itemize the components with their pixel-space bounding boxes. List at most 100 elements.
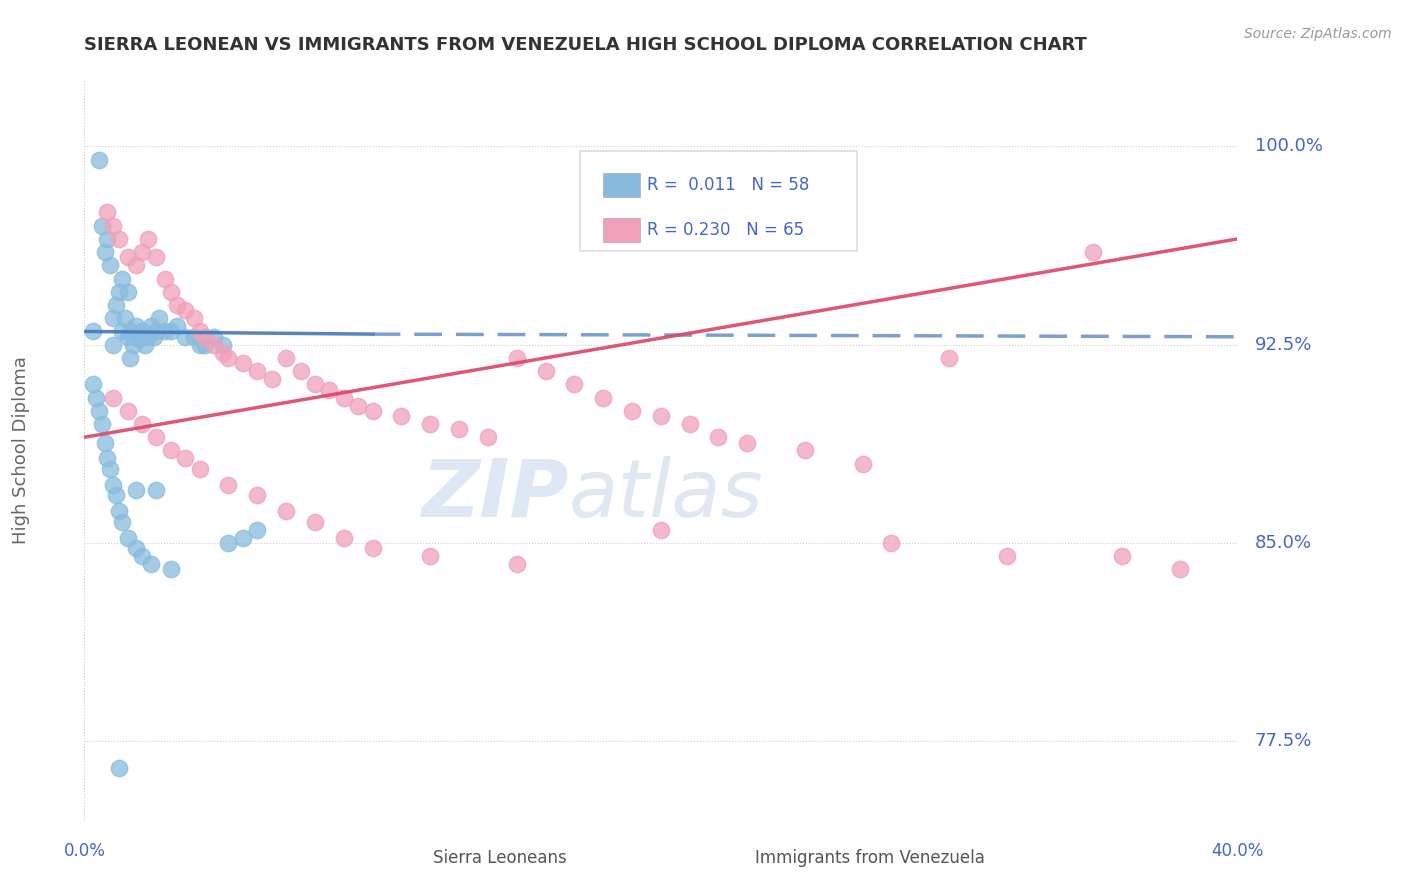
Point <box>93 435 115 450</box>
Text: 92.5%: 92.5% <box>1254 335 1312 354</box>
Point <box>1111 549 1133 564</box>
Point <box>506 351 529 365</box>
Point <box>117 285 139 299</box>
Point <box>361 404 384 418</box>
Point <box>166 319 188 334</box>
Point <box>218 536 240 550</box>
Point <box>194 337 217 351</box>
Text: atlas: atlas <box>568 456 763 534</box>
Point <box>679 417 702 431</box>
Point <box>506 557 529 571</box>
Point <box>160 325 183 339</box>
Text: Immigrants from Venezuela: Immigrants from Venezuela <box>755 848 986 867</box>
Text: R = 0.230   N = 65: R = 0.230 N = 65 <box>647 221 804 239</box>
Point <box>131 417 153 431</box>
Point <box>117 330 139 344</box>
Point <box>136 330 159 344</box>
Point <box>794 443 817 458</box>
Point <box>105 488 128 502</box>
Point <box>880 536 903 550</box>
Point <box>707 430 730 444</box>
Point <box>232 356 254 370</box>
Point <box>108 761 131 775</box>
Text: ZIP: ZIP <box>422 456 568 534</box>
Point <box>361 541 384 556</box>
Point <box>188 337 211 351</box>
Point <box>333 391 356 405</box>
Point <box>93 245 115 260</box>
Point <box>145 325 167 339</box>
Point <box>938 351 960 365</box>
Point <box>1168 562 1191 576</box>
Point <box>125 319 148 334</box>
Point <box>246 488 269 502</box>
Point <box>120 325 142 339</box>
Point <box>82 377 104 392</box>
Point <box>108 285 131 299</box>
Point <box>194 330 217 344</box>
Point <box>82 325 104 339</box>
FancyBboxPatch shape <box>603 173 640 196</box>
Point <box>139 557 162 571</box>
Point <box>111 515 134 529</box>
Point <box>96 232 118 246</box>
Text: R =  0.011   N = 58: R = 0.011 N = 58 <box>647 176 810 194</box>
FancyBboxPatch shape <box>399 849 429 868</box>
Point <box>145 430 167 444</box>
Point <box>592 391 614 405</box>
Point <box>218 351 240 365</box>
Point <box>117 531 139 545</box>
Point <box>260 372 283 386</box>
Text: SIERRA LEONEAN VS IMMIGRANTS FROM VENEZUELA HIGH SCHOOL DIPLOMA CORRELATION CHAR: SIERRA LEONEAN VS IMMIGRANTS FROM VENEZU… <box>84 36 1087 54</box>
Point <box>188 325 211 339</box>
Point <box>160 562 183 576</box>
Point <box>103 337 124 351</box>
Text: 40.0%: 40.0% <box>1211 842 1264 860</box>
Point <box>131 245 153 260</box>
Point <box>564 377 586 392</box>
Point <box>122 337 145 351</box>
Point <box>125 541 148 556</box>
Point <box>148 311 170 326</box>
Point <box>160 443 183 458</box>
Point <box>145 483 167 497</box>
Point <box>202 337 225 351</box>
Point <box>290 364 312 378</box>
Point <box>995 549 1018 564</box>
Point <box>391 409 413 423</box>
Point <box>419 417 441 431</box>
Point <box>98 462 121 476</box>
Text: 0.0%: 0.0% <box>63 842 105 860</box>
Point <box>449 422 471 436</box>
Point <box>108 232 131 246</box>
Point <box>1083 245 1105 260</box>
Point <box>145 251 167 265</box>
Point <box>111 325 134 339</box>
Point <box>84 391 107 405</box>
Point <box>174 303 197 318</box>
Point <box>304 377 326 392</box>
Point <box>174 451 197 466</box>
Point <box>160 285 183 299</box>
Point <box>131 549 153 564</box>
Point <box>103 311 124 326</box>
Point <box>276 351 298 365</box>
FancyBboxPatch shape <box>581 151 856 251</box>
Point <box>211 345 233 359</box>
Point <box>103 391 124 405</box>
Point <box>111 271 134 285</box>
Point <box>202 330 225 344</box>
Point <box>166 298 188 312</box>
Point <box>139 319 162 334</box>
Point <box>125 483 148 497</box>
Point <box>128 332 150 346</box>
Point <box>218 478 240 492</box>
Point <box>183 311 205 326</box>
Point <box>117 251 139 265</box>
Point <box>276 504 298 518</box>
Point <box>114 311 136 326</box>
Point <box>246 523 269 537</box>
Point <box>90 417 112 431</box>
Text: High School Diploma: High School Diploma <box>11 357 30 544</box>
Point <box>318 383 340 397</box>
